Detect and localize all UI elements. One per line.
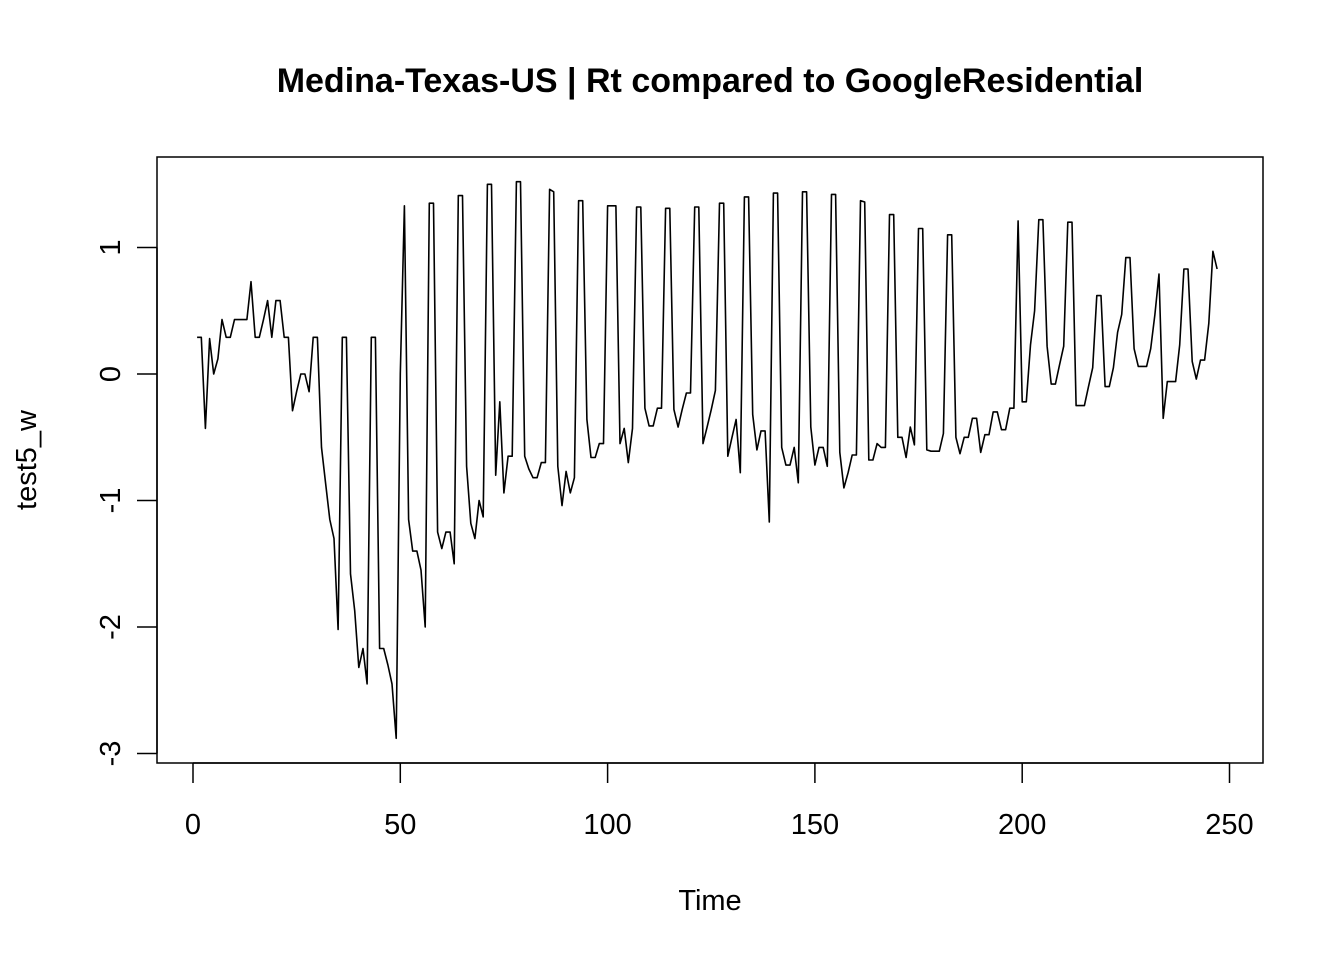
chart-title: Medina-Texas-US | Rt compared to GoogleR… bbox=[277, 62, 1144, 100]
y-tick-label: -3 bbox=[95, 741, 127, 767]
y-tick-label: 0 bbox=[95, 366, 127, 382]
y-tick-label: -1 bbox=[95, 488, 127, 514]
x-tick-label: 150 bbox=[791, 809, 839, 841]
x-axis: 0 50 100 150 200 250 bbox=[185, 762, 1254, 841]
x-tick-label: 50 bbox=[384, 809, 416, 841]
x-tick-label: 0 bbox=[185, 809, 201, 841]
x-tick-label: 250 bbox=[1205, 809, 1253, 841]
x-tick-label: 100 bbox=[583, 809, 631, 841]
y-tick-label: -2 bbox=[95, 614, 127, 640]
y-axis-label: test5_w bbox=[11, 409, 43, 510]
x-tick-label: 200 bbox=[998, 809, 1046, 841]
y-tick-label: 1 bbox=[95, 239, 127, 255]
series-line bbox=[197, 180, 1218, 740]
x-axis-label: Time bbox=[678, 885, 741, 917]
y-axis: -3 -2 -1 0 1 bbox=[95, 239, 158, 767]
